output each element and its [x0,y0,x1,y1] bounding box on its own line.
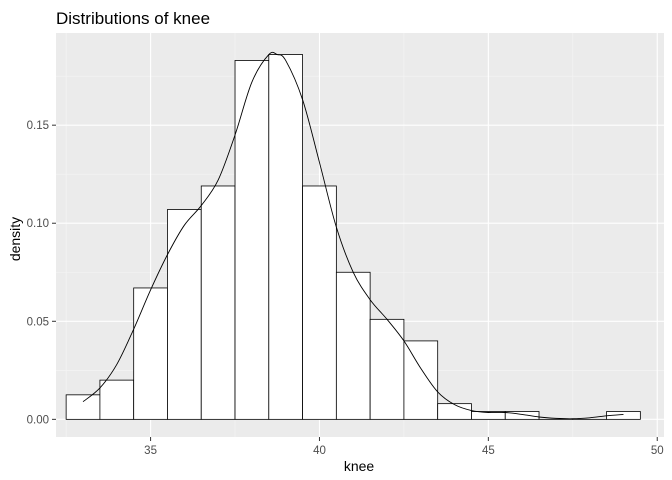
x-axis: 35 40 45 50 [144,437,664,457]
histogram-bar [167,209,202,420]
histogram-bar [65,394,101,420]
y-tick-label: 0.05 [27,316,49,328]
chart-title: Distributions of knee [56,9,210,28]
histogram-bar [234,60,270,420]
histogram-bar [403,340,439,420]
histogram-bar [99,379,135,420]
histogram-bar [302,185,337,420]
y-axis: 0.00 0.05 0.10 0.15 [27,120,56,426]
histogram-bar [200,185,236,420]
y-tick-label: 0.15 [27,120,49,132]
x-tick-label: 35 [144,445,157,457]
y-axis-title: density [7,217,23,261]
x-tick-label: 45 [482,445,495,457]
x-tick-label: 50 [651,445,664,457]
y-tick-label: 0.10 [27,218,49,230]
histogram-bar [437,403,472,420]
density-curve [82,51,624,420]
histogram-bar [133,287,168,420]
x-tick-label: 40 [313,445,326,457]
histogram-bar [504,411,540,420]
x-axis-title: knee [344,458,375,474]
histogram-bar [335,271,371,420]
histogram-bars [65,54,641,420]
y-tick-label: 0.00 [27,414,49,426]
histogram-bar [268,54,303,420]
histogram-bar [369,318,405,420]
